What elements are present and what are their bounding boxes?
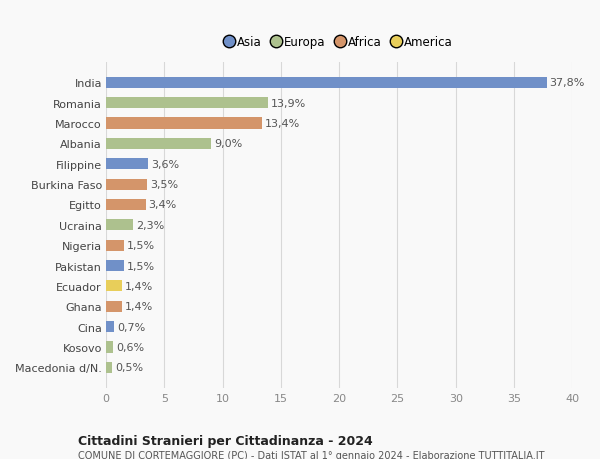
Bar: [106, 260, 124, 272]
Text: 37,8%: 37,8%: [550, 78, 585, 88]
Legend: Asia, Europa, Africa, America: Asia, Europa, Africa, America: [226, 36, 452, 49]
Text: 1,5%: 1,5%: [127, 241, 155, 251]
Text: 2,3%: 2,3%: [136, 220, 164, 230]
Bar: [106, 200, 146, 211]
Text: 1,4%: 1,4%: [125, 302, 154, 312]
Bar: [106, 179, 147, 190]
Bar: [106, 362, 112, 373]
Text: 1,4%: 1,4%: [125, 281, 154, 291]
Bar: [106, 159, 148, 170]
Bar: [106, 281, 122, 292]
Bar: [106, 321, 114, 332]
Bar: [106, 118, 262, 129]
Bar: [106, 341, 113, 353]
Text: 0,5%: 0,5%: [115, 363, 143, 373]
Text: 1,5%: 1,5%: [127, 261, 155, 271]
Bar: [106, 78, 547, 89]
Text: 3,4%: 3,4%: [149, 200, 177, 210]
Bar: [106, 220, 133, 231]
Text: 0,6%: 0,6%: [116, 342, 144, 352]
Text: Cittadini Stranieri per Cittadinanza - 2024: Cittadini Stranieri per Cittadinanza - 2…: [78, 434, 373, 447]
Bar: [106, 301, 122, 312]
Text: 13,4%: 13,4%: [265, 119, 301, 129]
Text: 13,9%: 13,9%: [271, 99, 306, 108]
Bar: [106, 240, 124, 251]
Text: COMUNE DI CORTEMAGGIORE (PC) - Dati ISTAT al 1° gennaio 2024 - Elaborazione TUTT: COMUNE DI CORTEMAGGIORE (PC) - Dati ISTA…: [78, 450, 545, 459]
Text: 0,7%: 0,7%: [117, 322, 145, 332]
Bar: [106, 98, 268, 109]
Bar: [106, 139, 211, 150]
Text: 9,0%: 9,0%: [214, 139, 242, 149]
Text: 3,6%: 3,6%: [151, 159, 179, 169]
Text: 3,5%: 3,5%: [150, 180, 178, 190]
